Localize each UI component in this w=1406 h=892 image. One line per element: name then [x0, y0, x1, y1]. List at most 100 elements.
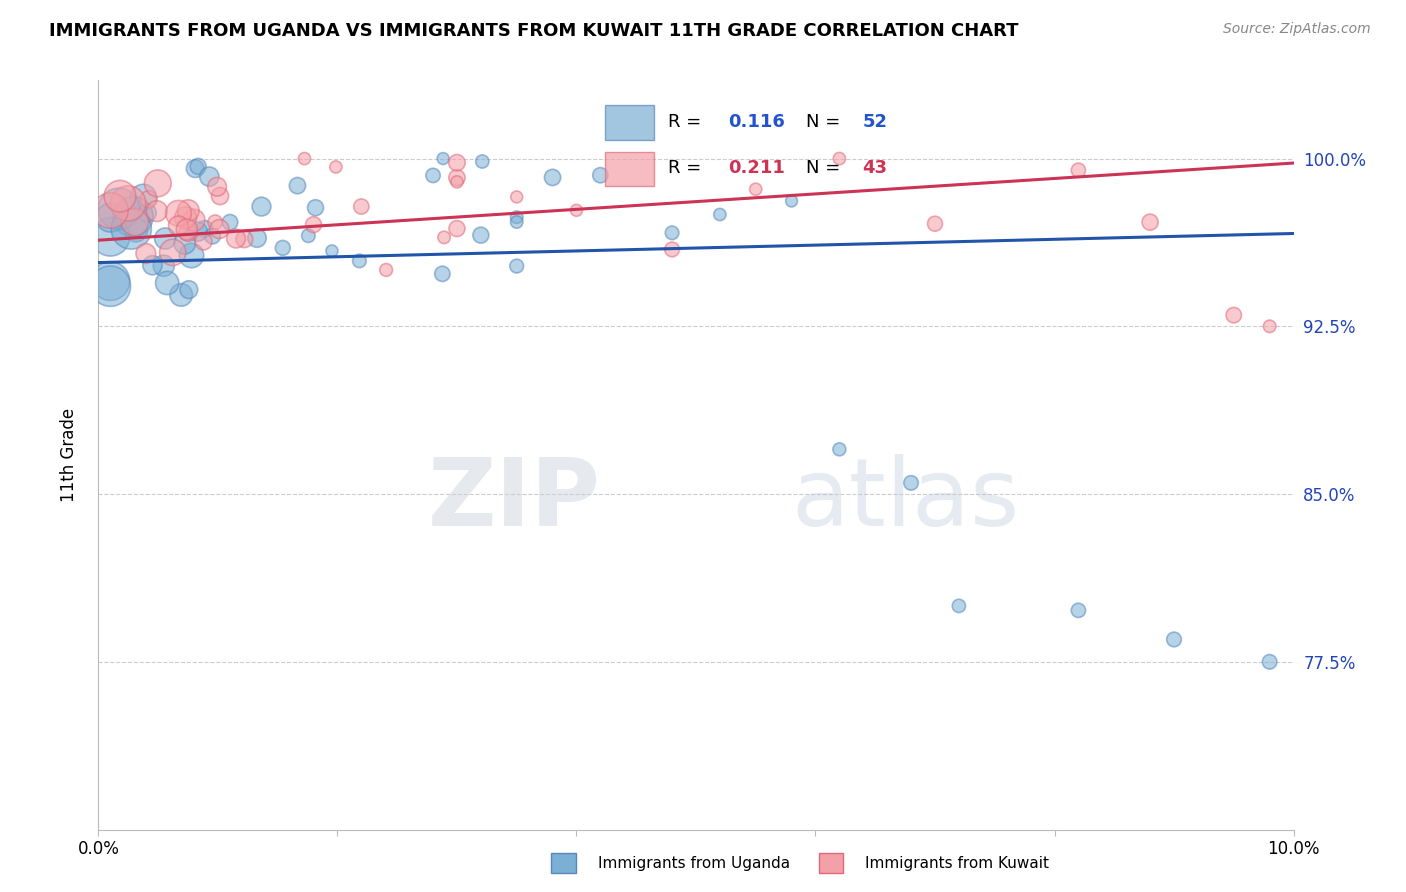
Point	[349, 253, 371, 268]
Point	[432, 152, 454, 166]
Point	[173, 236, 195, 251]
Point	[375, 263, 398, 277]
Point	[183, 213, 205, 227]
Point	[470, 228, 492, 243]
Point	[135, 246, 157, 260]
Point	[156, 276, 179, 290]
Point	[1163, 632, 1185, 647]
Point	[170, 288, 193, 302]
Text: Source: ZipAtlas.com: Source: ZipAtlas.com	[1223, 22, 1371, 37]
Point	[302, 218, 325, 232]
Point	[98, 211, 122, 225]
Point	[471, 154, 494, 169]
Bar	[551, 854, 576, 873]
Point	[205, 179, 228, 194]
Point	[184, 161, 207, 176]
Point	[246, 231, 269, 245]
Point	[108, 189, 131, 203]
Bar	[818, 854, 844, 873]
Point	[900, 475, 922, 490]
Y-axis label: 11th Grade: 11th Grade	[59, 408, 77, 502]
Point	[141, 258, 163, 272]
Point	[98, 274, 122, 288]
Point	[120, 222, 142, 236]
Point	[661, 243, 683, 257]
Point	[167, 206, 190, 220]
Point	[146, 204, 169, 219]
Point	[108, 202, 131, 216]
Point	[1258, 319, 1281, 334]
Point	[924, 217, 946, 231]
Point	[187, 160, 209, 174]
Point	[422, 169, 444, 183]
Point	[132, 190, 155, 204]
Point	[98, 203, 122, 218]
Point	[446, 221, 468, 235]
Point	[1067, 603, 1090, 617]
Point	[167, 219, 190, 233]
Text: IMMIGRANTS FROM UGANDA VS IMMIGRANTS FROM KUWAIT 11TH GRADE CORRELATION CHART: IMMIGRANTS FROM UGANDA VS IMMIGRANTS FRO…	[49, 22, 1019, 40]
Point	[745, 182, 768, 196]
Point	[174, 211, 197, 225]
Point	[1139, 215, 1161, 229]
Point	[177, 226, 200, 240]
Point	[146, 177, 169, 191]
Point	[446, 175, 468, 189]
Point	[98, 229, 122, 244]
Point	[304, 201, 326, 215]
Point	[828, 442, 851, 457]
Point	[446, 170, 468, 185]
Point	[271, 241, 294, 255]
Point	[208, 222, 231, 236]
Point	[162, 245, 184, 260]
Text: ZIP: ZIP	[427, 454, 600, 546]
Point	[201, 229, 224, 244]
Point	[198, 169, 221, 184]
Point	[828, 152, 851, 166]
Text: Immigrants from Uganda: Immigrants from Uganda	[598, 856, 790, 871]
Point	[709, 207, 731, 221]
Point	[506, 259, 529, 273]
Point	[152, 259, 174, 273]
Point	[155, 231, 177, 245]
Point	[194, 222, 217, 236]
Point	[180, 248, 202, 262]
Point	[432, 267, 454, 281]
Point	[321, 244, 343, 258]
Point	[506, 190, 529, 204]
Point	[325, 160, 347, 174]
Point	[204, 215, 226, 229]
Point	[661, 226, 683, 240]
Point	[294, 152, 316, 166]
Point	[98, 279, 122, 293]
Point	[187, 225, 209, 239]
Point	[176, 222, 198, 236]
Point	[208, 189, 231, 203]
Point	[138, 192, 160, 206]
Point	[297, 228, 319, 243]
Text: Immigrants from Kuwait: Immigrants from Kuwait	[865, 856, 1049, 871]
Point	[1258, 655, 1281, 669]
Point	[589, 168, 612, 182]
Point	[780, 194, 803, 208]
Point	[124, 215, 146, 229]
Point	[177, 203, 200, 218]
Point	[121, 210, 143, 224]
Text: atlas: atlas	[792, 454, 1019, 546]
Point	[565, 203, 588, 218]
Point	[433, 230, 456, 244]
Point	[225, 231, 247, 245]
Point	[125, 223, 148, 237]
Point	[506, 215, 529, 229]
Point	[117, 196, 139, 211]
Point	[1223, 308, 1246, 322]
Point	[446, 155, 468, 169]
Point	[136, 206, 159, 220]
Point	[506, 210, 529, 224]
Point	[350, 200, 373, 214]
Point	[1067, 163, 1090, 178]
Point	[233, 232, 256, 246]
Point	[193, 235, 215, 249]
Point	[177, 283, 200, 297]
Point	[541, 170, 564, 185]
